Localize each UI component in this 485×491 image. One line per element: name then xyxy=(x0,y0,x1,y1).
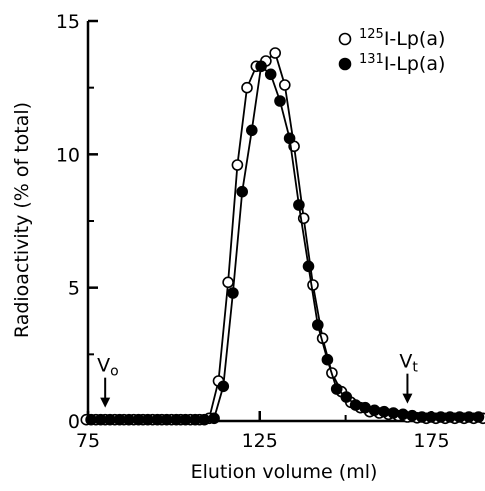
data-point xyxy=(227,287,239,299)
data-point xyxy=(307,279,319,291)
data-point xyxy=(94,413,107,426)
data-point xyxy=(406,409,419,422)
data-point xyxy=(123,413,135,426)
data-point xyxy=(236,185,248,198)
data-point xyxy=(231,159,244,171)
annotation-label: Vo xyxy=(97,355,119,380)
data-point xyxy=(241,81,253,94)
data-point xyxy=(179,413,192,426)
data-point xyxy=(278,79,291,91)
data-point xyxy=(425,411,437,423)
data-point xyxy=(444,411,456,423)
series xyxy=(80,47,485,426)
series-line-2 xyxy=(91,64,479,421)
legend: 125I-Lp(a)131I-Lp(a) xyxy=(338,27,445,75)
data-point xyxy=(311,319,324,331)
annotations: Vo Vt xyxy=(97,351,418,408)
data-point xyxy=(472,411,485,423)
data-point xyxy=(283,132,296,145)
series-line-1 xyxy=(86,51,483,421)
data-point xyxy=(151,413,164,426)
legend-label: 131I-Lp(a) xyxy=(359,52,445,75)
annotation-Vt: Vt xyxy=(399,351,418,404)
x-tick-label: 75 xyxy=(76,430,100,452)
data-point xyxy=(330,383,343,395)
legend-marker xyxy=(338,32,352,46)
legend-label: 125I-Lp(a) xyxy=(359,27,445,50)
data-point xyxy=(368,404,381,417)
data-point xyxy=(397,408,409,421)
data-point xyxy=(269,47,282,59)
data-point xyxy=(246,124,258,137)
y-axis-label: Radioactivity (% of total) xyxy=(11,102,33,338)
data-point xyxy=(132,413,145,426)
data-point xyxy=(208,412,220,425)
data-point xyxy=(160,413,173,426)
y-tick-label: 10 xyxy=(56,144,80,166)
arrow-head-icon xyxy=(402,393,413,404)
data-point xyxy=(198,413,211,426)
x-tick-label: 175 xyxy=(413,430,449,452)
data-point xyxy=(85,413,97,426)
data-point xyxy=(222,276,234,289)
data-point xyxy=(463,411,475,423)
data-point xyxy=(274,95,286,107)
tick-marks: 0 5 10 15 75 125 175 xyxy=(56,11,450,452)
data-point xyxy=(321,353,334,366)
data-point xyxy=(142,413,154,426)
data-point xyxy=(378,405,390,418)
annotation-label: Vt xyxy=(399,351,418,376)
data-point xyxy=(340,391,353,403)
data-point xyxy=(293,199,305,211)
data-point xyxy=(349,399,362,411)
x-tick-label: 125 xyxy=(242,430,278,452)
legend-item: 131I-Lp(a) xyxy=(338,52,445,75)
data-point xyxy=(302,260,315,273)
data-point xyxy=(217,380,230,393)
data-point xyxy=(255,60,267,73)
legend-marker xyxy=(338,57,352,71)
y-tick-label: 0 xyxy=(68,411,80,433)
y-tick-label: 15 xyxy=(56,11,80,33)
x-axis-label: Elution volume (ml) xyxy=(191,461,378,483)
data-point xyxy=(359,401,372,414)
legend-item: 125I-Lp(a) xyxy=(338,27,445,50)
annotation-Vo: Vo xyxy=(97,355,119,408)
arrow-head-icon xyxy=(100,397,111,408)
data-point xyxy=(104,413,116,426)
y-tick-label: 5 xyxy=(68,278,80,300)
data-point xyxy=(387,407,400,419)
data-point xyxy=(264,68,277,81)
